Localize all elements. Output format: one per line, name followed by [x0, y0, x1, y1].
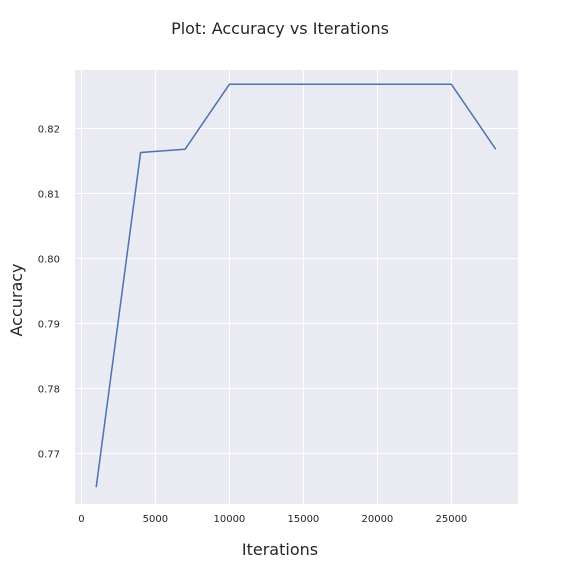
series-layer — [95, 83, 497, 488]
x-axis-label: Iterations — [242, 540, 318, 559]
x-tick-label: 5000 — [143, 514, 168, 525]
y-tick-label: 0.77 — [38, 449, 60, 460]
y-tick-label: 0.80 — [38, 254, 60, 265]
series-line — [95, 83, 497, 488]
ticks: 0 5000 10000 15000 20000 25000 0.77 0.78 0.79 0.8… — [38, 124, 468, 525]
plot-area — [74, 70, 518, 504]
x-tick-label: 0 — [78, 514, 84, 525]
y-tick-label: 0.82 — [38, 124, 60, 135]
chart-title: Plot: Accuracy vs Iterations — [171, 19, 389, 38]
x-tick-label: 15000 — [287, 514, 319, 525]
x-tick-label: 20000 — [361, 514, 393, 525]
grid — [74, 70, 518, 504]
x-tick-label: 10000 — [213, 514, 245, 525]
y-axis-label: Accuracy — [7, 263, 26, 336]
y-tick-label: 0.79 — [38, 319, 60, 330]
x-tick-label: 25000 — [435, 514, 467, 525]
y-tick-label: 0.81 — [38, 189, 60, 200]
y-tick-label: 0.78 — [38, 384, 60, 395]
